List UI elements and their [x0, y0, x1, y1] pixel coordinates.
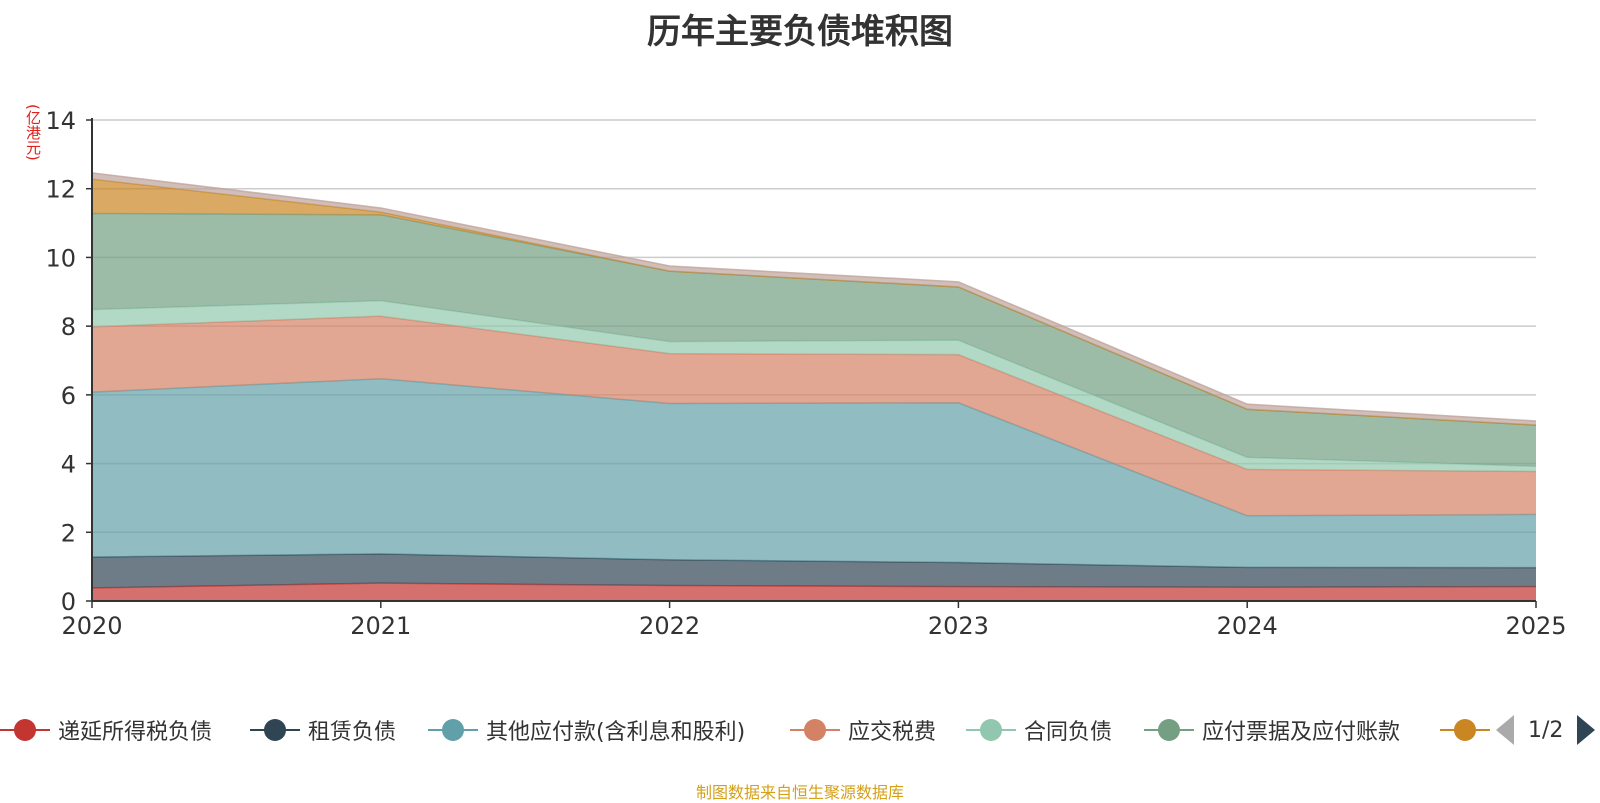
area-series-2 — [92, 378, 1536, 568]
y-axis-unit-label: (亿港元) — [24, 104, 42, 161]
legend: 递延所得税负债 租赁负债 其他应付款(含利息和股利) 应交税费 合同负债 应付票据及应付账… — [0, 710, 1600, 750]
area-series-1 — [92, 553, 1536, 588]
legend-circle-icon — [1144, 710, 1194, 750]
legend-circle-icon — [966, 710, 1016, 750]
legend-circle-icon — [250, 710, 300, 750]
data-source-note: 制图数据来自恒生聚源数据库 — [695, 783, 904, 802]
area-series-5 — [92, 213, 1536, 467]
x-tick-label: 2025 — [1505, 612, 1566, 640]
area-series-6 — [92, 179, 1536, 426]
legend-item[interactable]: 租赁负债 — [250, 710, 396, 750]
stacked-area-chart: 0 2 4 6 8 10 12 14 2020 2021 2022 2023 2024 2025 — [45, 107, 1566, 640]
legend-item[interactable]: 其他应付款(含利息和股利) — [428, 710, 745, 750]
x-tick-label: 2020 — [61, 612, 122, 640]
y-tick-label: 14 — [45, 107, 76, 135]
legend-page-indicator: 1/2 — [1528, 717, 1564, 743]
legend-prev-page-icon[interactable] — [1496, 715, 1514, 745]
series-line-7 — [91, 172, 1537, 422]
legend-label: 其他应付款(含利息和股利) — [486, 720, 746, 745]
legend-pager: 1/2 — [1496, 710, 1596, 750]
legend-item[interactable]: 递延所得税负债 — [0, 710, 212, 750]
y-tick-label: 4 — [61, 451, 76, 479]
legend-item[interactable]: 合同负债 — [966, 710, 1112, 750]
x-tick-label: 2024 — [1217, 612, 1278, 640]
legend-item[interactable]: 应付票据及应付账款 — [1144, 710, 1400, 750]
y-tick-label: 8 — [61, 313, 76, 341]
y-tick-label: 2 — [61, 519, 76, 547]
legend-next-page-icon[interactable] — [1577, 715, 1596, 745]
legend-circle-icon — [428, 710, 478, 750]
y-tick-label: 6 — [61, 382, 76, 410]
y-tick-label: 0 — [61, 588, 76, 616]
legend-circle-icon — [0, 710, 50, 750]
x-tick-label: 2022 — [639, 612, 700, 640]
legend-circle-icon — [1440, 710, 1490, 750]
y-tick-label: 10 — [45, 244, 76, 272]
legend-label: 合同负债 — [1024, 720, 1113, 745]
legend-label: 应付票据及应付账款 — [1202, 720, 1401, 745]
area-series-3 — [92, 316, 1536, 516]
legend-item[interactable] — [1440, 710, 1490, 750]
y-tick-label: 12 — [45, 176, 76, 204]
legend-label: 租赁负债 — [308, 720, 397, 745]
legend-item[interactable]: 应交税费 — [790, 710, 936, 750]
x-tick-label: 2021 — [350, 612, 411, 640]
legend-label: 递延所得税负债 — [58, 720, 213, 745]
x-tick-label: 2023 — [928, 612, 989, 640]
legend-circle-icon — [790, 710, 840, 750]
legend-label: 应交税费 — [848, 720, 937, 745]
chart-title: 历年主要负债堆积图 — [647, 12, 953, 52]
